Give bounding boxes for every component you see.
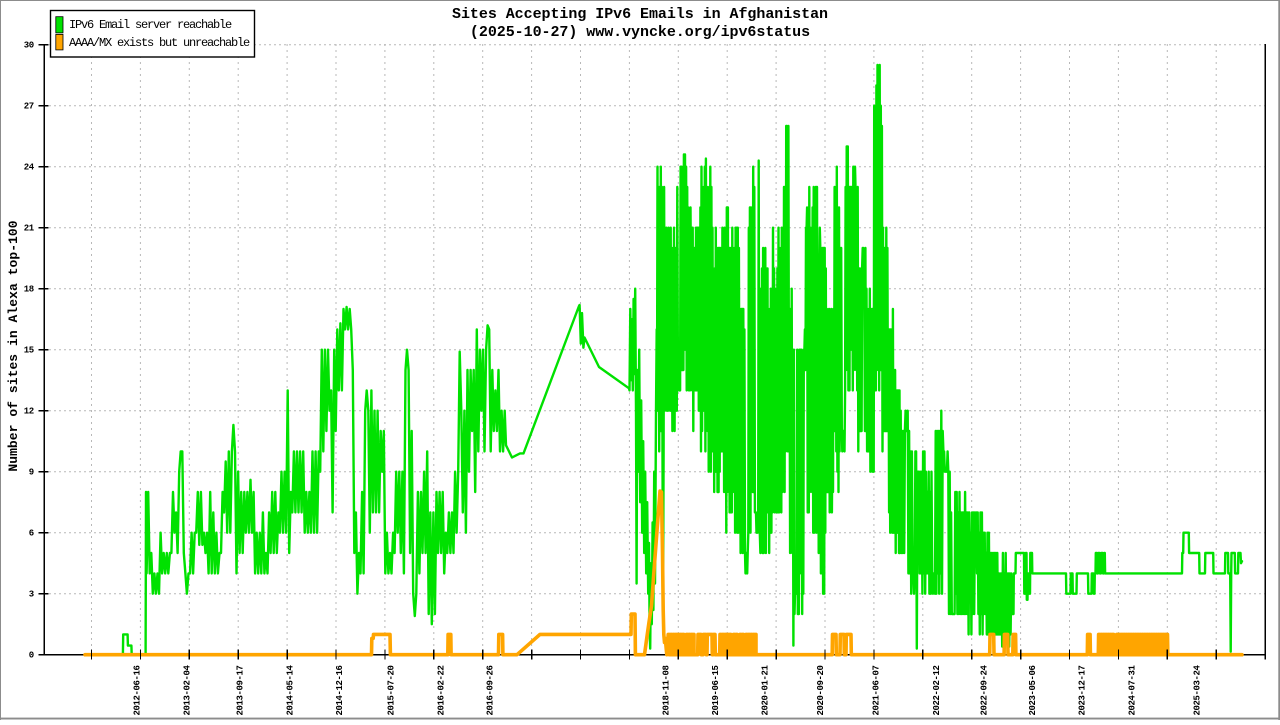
svg-text:2024-07-31: 2024-07-31 (1127, 665, 1137, 716)
svg-text:2020-09-20: 2020-09-20 (816, 666, 826, 716)
svg-text:2014-05-14: 2014-05-14 (285, 665, 295, 716)
svg-text:2014-12-16: 2014-12-16 (335, 666, 345, 716)
svg-text:IPv6 Email server reachable: IPv6 Email server reachable (69, 18, 232, 32)
svg-text:2016-09-26: 2016-09-26 (486, 666, 496, 716)
svg-text:2015-07-20: 2015-07-20 (387, 666, 397, 716)
svg-text:2022-02-12: 2022-02-12 (932, 666, 942, 716)
svg-text:2023-05-06: 2023-05-06 (1028, 666, 1038, 716)
svg-text:27: 27 (24, 102, 34, 112)
svg-text:24: 24 (24, 163, 35, 173)
svg-text:6: 6 (29, 529, 34, 539)
svg-text:2025-03-24: 2025-03-24 (1193, 665, 1203, 716)
svg-text:2013-02-04: 2013-02-04 (183, 665, 193, 716)
svg-text:21: 21 (24, 224, 35, 234)
svg-text:2023-12-17: 2023-12-17 (1078, 666, 1088, 716)
svg-text:Sites Accepting IPv6 Emails in: Sites Accepting IPv6 Emails in Afghanist… (452, 6, 828, 23)
svg-text:9: 9 (29, 468, 34, 478)
svg-text:2016-02-22: 2016-02-22 (436, 666, 446, 716)
svg-text:2013-09-17: 2013-09-17 (236, 666, 246, 716)
svg-text:2018-11-08: 2018-11-08 (662, 666, 672, 716)
svg-text:18: 18 (24, 285, 34, 295)
svg-text:2019-06-15: 2019-06-15 (711, 666, 721, 716)
svg-text:0: 0 (29, 651, 34, 661)
svg-text:12: 12 (24, 407, 34, 417)
svg-text:(2025-10-27) www.vyncke.org/ip: (2025-10-27) www.vyncke.org/ipv6status (470, 24, 810, 41)
svg-text:2020-01-21: 2020-01-21 (761, 665, 771, 716)
svg-text:Number of sites in Alexa top-1: Number of sites in Alexa top-100 (6, 220, 21, 471)
svg-text:2012-06-16: 2012-06-16 (132, 666, 142, 716)
svg-text:3: 3 (29, 590, 34, 600)
svg-text:15: 15 (24, 346, 34, 356)
svg-text:AAAA/MX exists but unreachable: AAAA/MX exists but unreachable (69, 36, 250, 50)
svg-text:2021-06-07: 2021-06-07 (871, 666, 881, 716)
svg-text:30: 30 (24, 41, 34, 51)
svg-text:2022-09-24: 2022-09-24 (980, 665, 990, 716)
